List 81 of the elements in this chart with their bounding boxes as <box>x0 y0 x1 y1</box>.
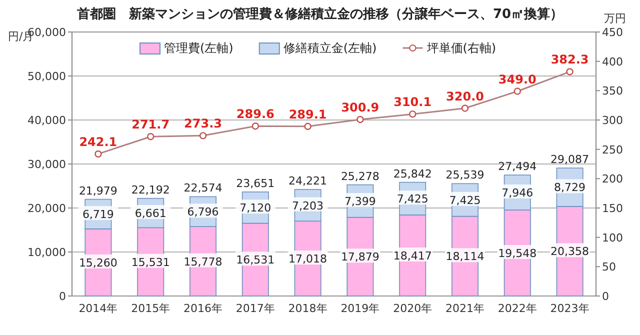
point <box>252 122 259 130</box>
data-label: 6,719 <box>82 208 114 222</box>
x-tick-label: 2015年 <box>131 302 170 315</box>
legend-label: 修繕積立金(左軸) <box>283 41 377 55</box>
y-tick-label: 50,000 <box>28 70 66 83</box>
x-tick-label: 2014年 <box>78 302 118 315</box>
data-label: 19,548 <box>498 246 537 260</box>
data-label: 7,120 <box>240 202 272 215</box>
data-label: 382.3 <box>550 52 589 67</box>
x-tick-label: 2020年 <box>393 302 432 315</box>
y-tick-label: 20,000 <box>28 202 66 215</box>
data-label: 300.9 <box>341 100 380 114</box>
data-label: 15,778 <box>184 255 222 268</box>
legend-label: 坪単価(右軸) <box>426 41 496 55</box>
point <box>304 122 312 130</box>
y2-tick-label: 350 <box>602 84 623 98</box>
y2-tick-label: 0 <box>602 290 609 303</box>
data-label: 6,661 <box>134 207 166 220</box>
data-label: 349.0 <box>498 72 536 86</box>
x-tick-label: 2021年 <box>446 302 484 315</box>
y-tick-label: 0 <box>59 290 66 303</box>
legend-label: 管理費(左軸) <box>164 41 234 55</box>
point <box>566 68 574 76</box>
data-label: 7,203 <box>292 199 324 212</box>
y-tick-label: 10,000 <box>28 246 66 259</box>
x-tick-label: 2023年 <box>550 302 590 315</box>
point <box>514 88 521 95</box>
total-label: 24,221 <box>288 174 328 188</box>
x-tick-label: 2019年 <box>340 302 380 315</box>
data-label: 17,018 <box>288 252 328 266</box>
y2-tick-label: 250 <box>602 143 623 156</box>
data-label: 273.3 <box>184 116 222 131</box>
x-tick-label: 2018年 <box>288 302 328 315</box>
data-label: 242.1 <box>79 134 118 149</box>
point <box>409 110 416 118</box>
total-label: 25,278 <box>340 170 380 183</box>
total-label: 25,842 <box>393 167 432 180</box>
y-tick-label: 40,000 <box>28 114 66 127</box>
data-label: 15,260 <box>78 256 118 270</box>
data-label: 16,531 <box>236 254 275 267</box>
data-label: 6,796 <box>187 206 219 219</box>
total-label: 27,494 <box>498 160 537 174</box>
y-tick-label: 30,000 <box>28 158 66 171</box>
x-tick-label: 2017年 <box>236 302 275 315</box>
data-label: 20,358 <box>550 245 590 258</box>
data-label: 310.1 <box>394 95 432 110</box>
point <box>147 133 154 140</box>
data-label: 18,114 <box>446 250 484 264</box>
chart-title: 首都圏 新築マンションの管理費＆修繕積立金の推移（分譲年ベース、70㎡換算） <box>76 6 564 22</box>
y2-tick-label: 50 <box>602 260 616 274</box>
data-label: 18,417 <box>393 249 432 262</box>
point <box>94 150 102 158</box>
total-label: 29,087 <box>550 153 590 166</box>
data-label: 289.6 <box>236 107 274 122</box>
total-label: 22,192 <box>131 183 170 196</box>
y2-tick-label: 400 <box>602 55 623 68</box>
x-tick-label: 2016年 <box>184 302 222 315</box>
total-label: 25,539 <box>446 168 484 182</box>
y2-tick-label: 450 <box>602 26 623 39</box>
total-label: 22,574 <box>184 182 222 195</box>
x-tick-label: 2022年 <box>498 302 537 315</box>
y2-tick-label: 100 <box>602 231 623 244</box>
data-label: 7,425 <box>449 194 481 207</box>
y2-tick-label: 150 <box>602 202 623 215</box>
data-label: 7,399 <box>344 195 376 208</box>
data-label: 7,946 <box>502 186 534 200</box>
data-label: 17,879 <box>340 250 380 264</box>
total-label: 23,651 <box>236 176 275 190</box>
total-label: 21,979 <box>78 184 118 198</box>
data-label: 320.0 <box>446 89 484 104</box>
data-label: 8,729 <box>554 181 586 194</box>
y2-axis-title: 万円 <box>604 12 626 25</box>
y2-tick-label: 200 <box>602 172 623 186</box>
point <box>199 132 207 140</box>
data-label: 289.1 <box>288 107 327 122</box>
point <box>356 116 364 124</box>
data-label: 7,425 <box>396 192 428 206</box>
point <box>461 104 469 112</box>
data-label: 271.7 <box>132 118 170 132</box>
data-label: 15,531 <box>131 256 170 269</box>
y2-tick-label: 300 <box>602 114 623 127</box>
